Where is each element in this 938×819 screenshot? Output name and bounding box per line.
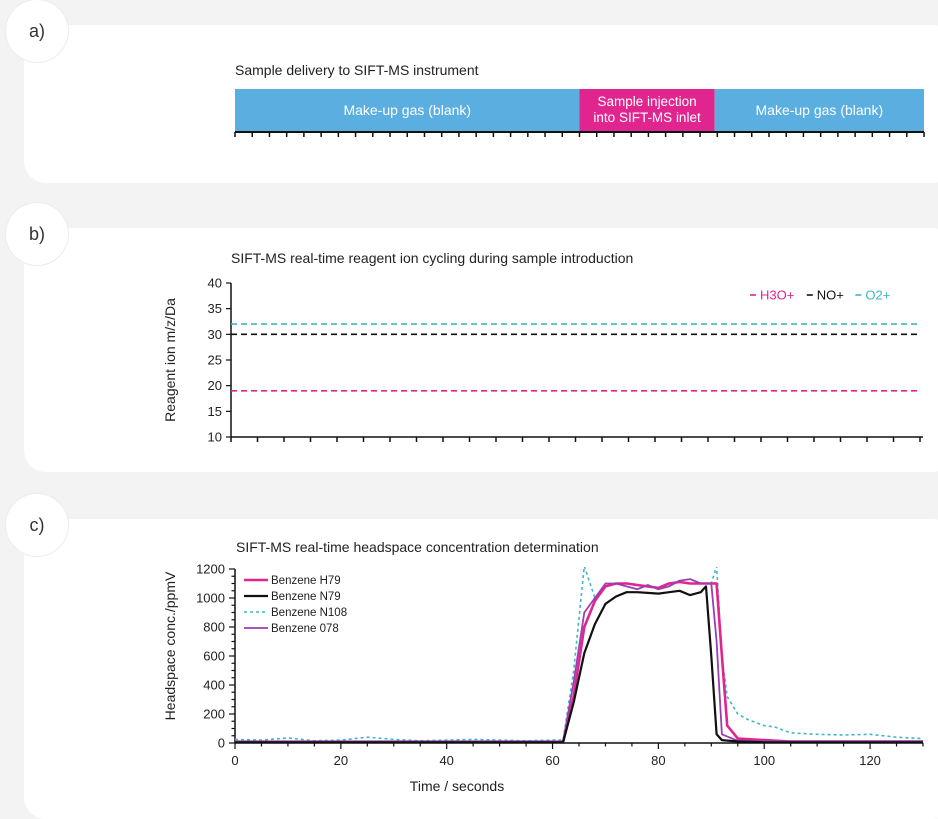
chart-c-legend-label-0: Benzene H79 [271,575,341,587]
chart-c-y-tick-label: 400 [203,678,225,693]
series-benzene-n79 [235,585,923,743]
chart-c-x-label: Time / seconds [410,778,504,794]
chart-b-legend-label-1: NO+ [817,288,844,303]
chart-b-legend-label-0: H3O+ [760,288,794,303]
chart-b-y-label: Reagent ion m/z/Da [162,298,178,422]
chart-b-legend-label-2: O2+ [865,288,890,303]
chart-c-y-tick-label: 1000 [196,591,225,606]
chart-c-x-tick-label: 80 [651,753,665,768]
chart-c-x-tick-label: 120 [859,753,881,768]
panel-label-b: b) [6,203,68,265]
chart-c-x-tick-label: 40 [439,753,453,768]
series-benzene-n108 [235,567,923,742]
timeline-segment-label-2: Make-up gas (blank) [756,102,884,118]
panel-label-c: c) [6,494,68,556]
chart-c-y-label: Headspace conc./ppmV [162,571,178,720]
timeline-segment-label-1-line-0: Sample injection [598,94,697,109]
chart-b-y-tick-label: 20 [208,378,222,393]
timeline-segment-label-1-line-1: into SIFT-MS inlet [593,110,701,125]
chart-c-x-tick-label: 0 [231,753,238,768]
chart-c-legend-label-2: Benzene N108 [271,607,347,619]
panel-label-a: a) [6,0,68,62]
chart-b-y-tick-label: 40 [208,276,222,291]
figure-svg: Sample delivery to SIFT-MS instrument Mak… [162,62,925,794]
chart-b-y-tick-label: 35 [208,301,222,316]
timeline-segment-0 [235,89,580,131]
chart-a-title: Sample delivery to SIFT-MS instrument [235,62,479,78]
chart-c-y-tick-label: 1200 [196,562,225,577]
timeline-segment-label-0: Make-up gas (blank) [343,102,471,118]
chart-c-x-tick-label: 100 [753,753,775,768]
timeline-segment-1 [579,89,715,131]
chart-c-legend-label-1: Benzene N79 [271,591,341,603]
chart-c-y-tick-label: 600 [203,649,225,664]
timeline-segment-2 [714,89,924,131]
chart-c-y-tick-label: 0 [218,736,225,751]
chart-b-y-tick-label: 30 [208,327,222,342]
chart-b-y-tick-label: 15 [208,404,222,419]
panel-c [24,519,938,819]
chart-b-title: SIFT-MS real-time reagent ion cycling du… [231,250,633,266]
panel-b [24,228,938,472]
chart-c-y-tick-label: 200 [203,707,225,722]
chart-c-x-tick-label: 20 [334,753,348,768]
chart-b-y-tick-label: 10 [208,430,222,445]
chart-c-title: SIFT-MS real-time headspace concentratio… [236,539,599,555]
chart-c-y-tick-label: 800 [203,620,225,635]
series-benzene-h79 [235,580,923,743]
chart-c-legend-label-3: Benzene 078 [271,623,339,635]
chart-c-x-tick-label: 60 [545,753,559,768]
chart-b-y-tick-label: 25 [208,353,222,368]
